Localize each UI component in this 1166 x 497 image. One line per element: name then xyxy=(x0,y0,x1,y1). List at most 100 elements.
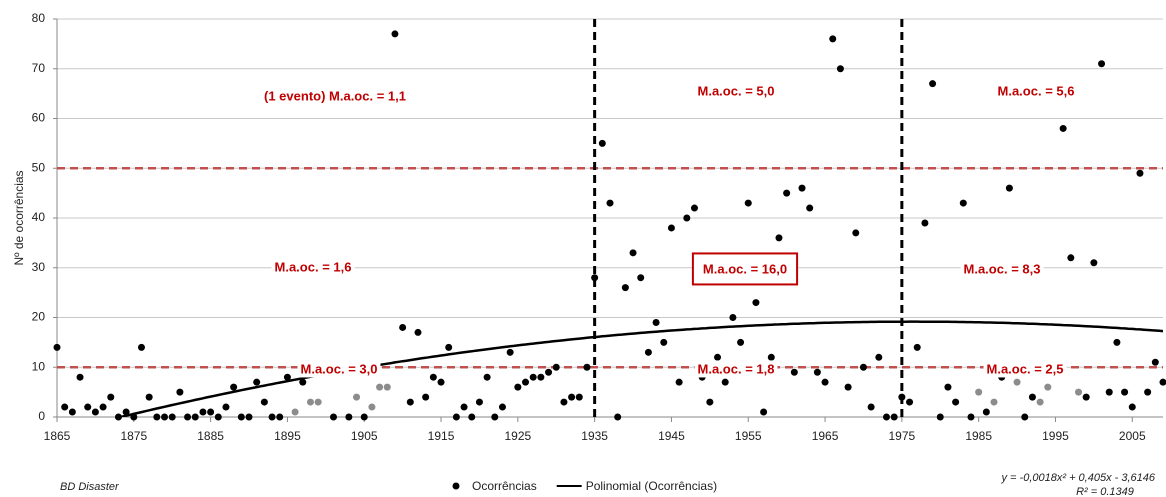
point xyxy=(975,388,983,396)
point xyxy=(330,413,337,421)
annotation-bg xyxy=(297,360,381,378)
point xyxy=(744,199,752,207)
point xyxy=(184,413,192,421)
y-tick-label: 60 xyxy=(32,111,46,125)
point xyxy=(91,408,99,416)
point xyxy=(929,80,937,88)
point xyxy=(898,393,906,401)
y-tick-label: 80 xyxy=(32,11,46,25)
point xyxy=(253,378,261,386)
legend-label: Ocorrências xyxy=(472,479,537,493)
point xyxy=(414,328,422,336)
point xyxy=(207,408,215,416)
point xyxy=(798,184,806,192)
point xyxy=(737,338,745,346)
trend-r2: R² = 0.1349 xyxy=(1076,486,1134,497)
annotation: M.a.oc. = 5,6 xyxy=(998,83,1075,98)
point xyxy=(1144,388,1152,396)
point xyxy=(875,353,883,361)
annotation-bg xyxy=(960,260,1044,278)
point xyxy=(99,403,107,411)
annotation-bg xyxy=(691,252,799,286)
point xyxy=(306,398,314,406)
x-tick-label: 1865 xyxy=(44,429,71,443)
point xyxy=(1113,338,1121,346)
point xyxy=(176,388,184,396)
point xyxy=(836,65,844,73)
point xyxy=(491,413,499,421)
point xyxy=(675,378,683,386)
point xyxy=(368,403,376,411)
point xyxy=(475,398,483,406)
y-tick-label: 10 xyxy=(32,359,46,373)
point xyxy=(1082,393,1090,401)
x-tick-label: 1965 xyxy=(812,429,839,443)
point xyxy=(537,373,545,381)
point xyxy=(683,214,691,222)
point xyxy=(137,343,145,351)
point xyxy=(214,413,222,421)
point xyxy=(714,353,722,361)
point xyxy=(291,408,299,416)
point xyxy=(913,343,921,351)
point xyxy=(391,30,399,38)
annotation: M.a.oc. = 5,0 xyxy=(698,83,775,98)
point xyxy=(314,398,322,406)
point xyxy=(445,343,453,351)
point xyxy=(783,189,791,197)
annotation: M.a.oc. = 1,8 xyxy=(698,361,775,376)
point xyxy=(852,229,860,237)
point xyxy=(660,338,668,346)
legend-marker xyxy=(452,482,460,490)
x-tick-label: 1955 xyxy=(735,429,762,443)
x-tick-label: 1915 xyxy=(428,429,455,443)
point xyxy=(944,383,952,391)
y-tick-label: 40 xyxy=(32,210,46,224)
point xyxy=(76,373,84,381)
point xyxy=(990,398,998,406)
point xyxy=(598,139,606,147)
x-tick-label: 1875 xyxy=(120,429,147,443)
point xyxy=(614,413,622,421)
point xyxy=(637,274,645,282)
x-tick-label: 1995 xyxy=(1042,429,1069,443)
point xyxy=(483,373,491,381)
point xyxy=(859,363,867,371)
point xyxy=(583,363,591,371)
point xyxy=(921,219,929,227)
point xyxy=(1028,393,1036,401)
point xyxy=(199,408,207,416)
point xyxy=(652,318,660,326)
x-tick-label: 1925 xyxy=(504,429,531,443)
point xyxy=(1128,403,1136,411)
x-tick-label: 2005 xyxy=(1119,429,1146,443)
point xyxy=(690,204,698,212)
annotation: M.a.oc. = 8,3 xyxy=(964,261,1041,276)
point xyxy=(967,413,975,421)
point xyxy=(1136,169,1144,177)
point xyxy=(890,413,898,421)
point xyxy=(936,413,944,421)
annotation: (1 evento) M.a.oc. = 1,1 xyxy=(264,88,406,103)
point xyxy=(1021,413,1029,421)
point xyxy=(345,413,353,421)
point xyxy=(667,224,675,232)
point xyxy=(775,234,783,242)
annotation-bg xyxy=(983,360,1067,378)
point xyxy=(729,314,737,321)
point xyxy=(1105,388,1113,396)
legend-label: Polinomial (Ocorrências) xyxy=(586,479,717,493)
point xyxy=(1090,259,1098,267)
point xyxy=(1044,383,1052,391)
point xyxy=(360,413,368,421)
annotation-bg xyxy=(994,82,1078,100)
point xyxy=(721,378,729,386)
point xyxy=(383,383,391,391)
point xyxy=(237,413,245,421)
x-tick-label: 1975 xyxy=(889,429,916,443)
annotation-bg xyxy=(694,82,778,100)
annotation: M.a.oc. = 2,5 xyxy=(987,361,1064,376)
point xyxy=(84,403,92,411)
point xyxy=(606,199,614,207)
